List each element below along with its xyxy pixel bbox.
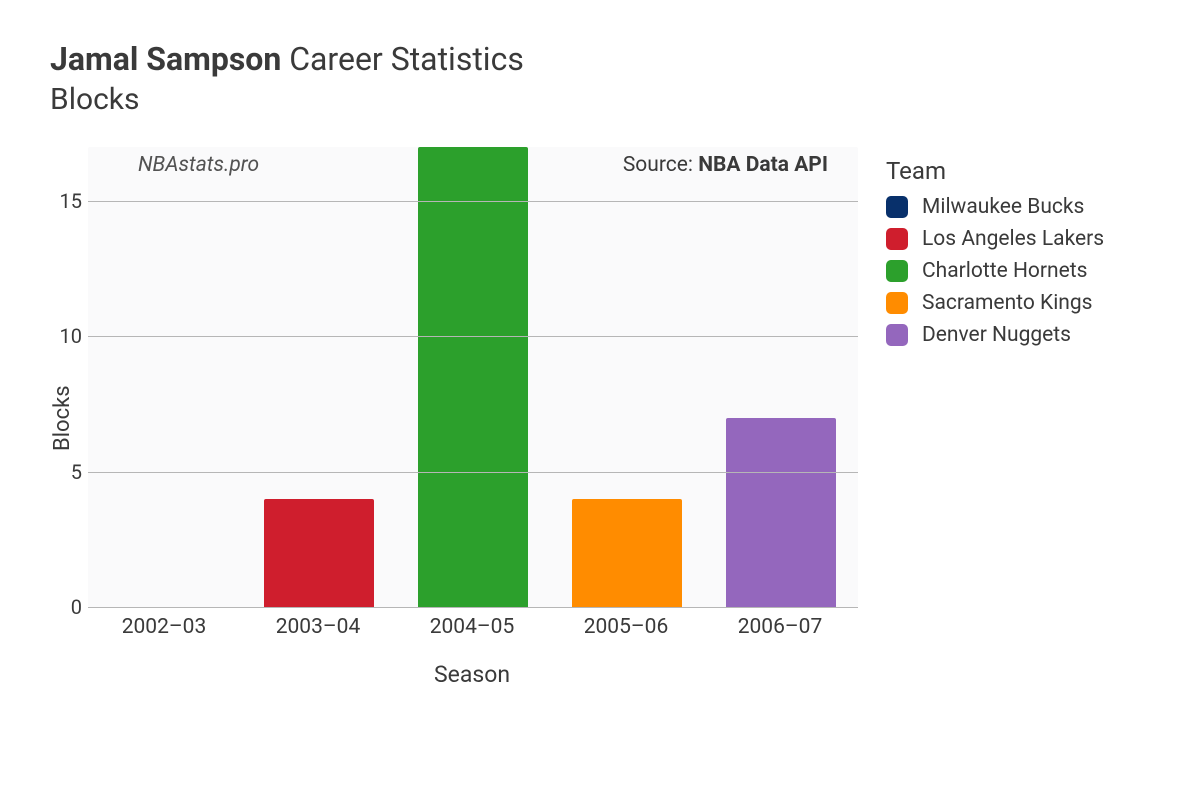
legend-label: Milwaukee Bucks (922, 195, 1084, 219)
x-tick-label: 2003–04 (276, 615, 361, 639)
legend-label: Denver Nuggets (922, 323, 1071, 347)
legend-item: Milwaukee Bucks (886, 195, 1104, 219)
legend-item: Charlotte Hornets (886, 259, 1104, 283)
bar (264, 499, 375, 607)
x-ticks: 2002–03 2003–04 2004–05 2005–06 2006–07 (87, 615, 857, 645)
gridline (88, 607, 858, 608)
legend-swatch (886, 260, 908, 282)
plot-column: NBAstats.pro Source: NBA Data API 051015… (87, 147, 858, 688)
bar (418, 147, 529, 607)
legend-swatch (886, 196, 908, 218)
legend-label: Los Angeles Lakers (922, 227, 1104, 251)
title-player-name: Jamal Sampson (50, 40, 281, 78)
legend-item: Los Angeles Lakers (886, 227, 1104, 251)
legend-label: Charlotte Hornets (922, 259, 1087, 283)
legend-items: Milwaukee Bucks Los Angeles Lakers Charlot… (886, 195, 1104, 347)
bars-layer (88, 147, 858, 607)
title-suffix: Career Statistics (281, 40, 524, 78)
y-tick-label: 15 (42, 189, 82, 213)
y-tick-label: 0 (42, 595, 82, 619)
x-tick-label: 2005–06 (584, 615, 669, 639)
chart-title: Jamal Sampson Career Statistics (50, 40, 1150, 78)
plot-area: NBAstats.pro Source: NBA Data API 051015 (87, 147, 858, 607)
legend-swatch (886, 228, 908, 250)
x-tick-label: 2004–05 (430, 615, 515, 639)
x-axis-label: Season (87, 661, 857, 688)
legend-title: Team (886, 157, 1104, 185)
x-tick-label: 2006–07 (738, 615, 823, 639)
gridline (88, 201, 858, 202)
x-tick-label: 2002–03 (122, 615, 207, 639)
plot-row: Blocks NBAstats.pro Source: NBA Data API… (50, 147, 1150, 688)
y-tick-label: 5 (42, 460, 82, 484)
legend-item: Sacramento Kings (886, 291, 1104, 315)
gridline (88, 472, 858, 473)
legend-swatch (886, 292, 908, 314)
y-tick-label: 10 (42, 324, 82, 348)
legend-swatch (886, 324, 908, 346)
chart-subtitle: Blocks (50, 82, 1150, 117)
legend: Team Milwaukee Bucks Los Angeles Lakers Ch… (886, 157, 1104, 355)
gridline (88, 336, 858, 337)
legend-label: Sacramento Kings (922, 291, 1093, 315)
bar (572, 499, 683, 607)
bar (726, 418, 837, 607)
chart-container: Jamal Sampson Career Statistics Blocks B… (0, 0, 1200, 800)
legend-item: Denver Nuggets (886, 323, 1104, 347)
y-ticks: 051015 (42, 147, 82, 607)
